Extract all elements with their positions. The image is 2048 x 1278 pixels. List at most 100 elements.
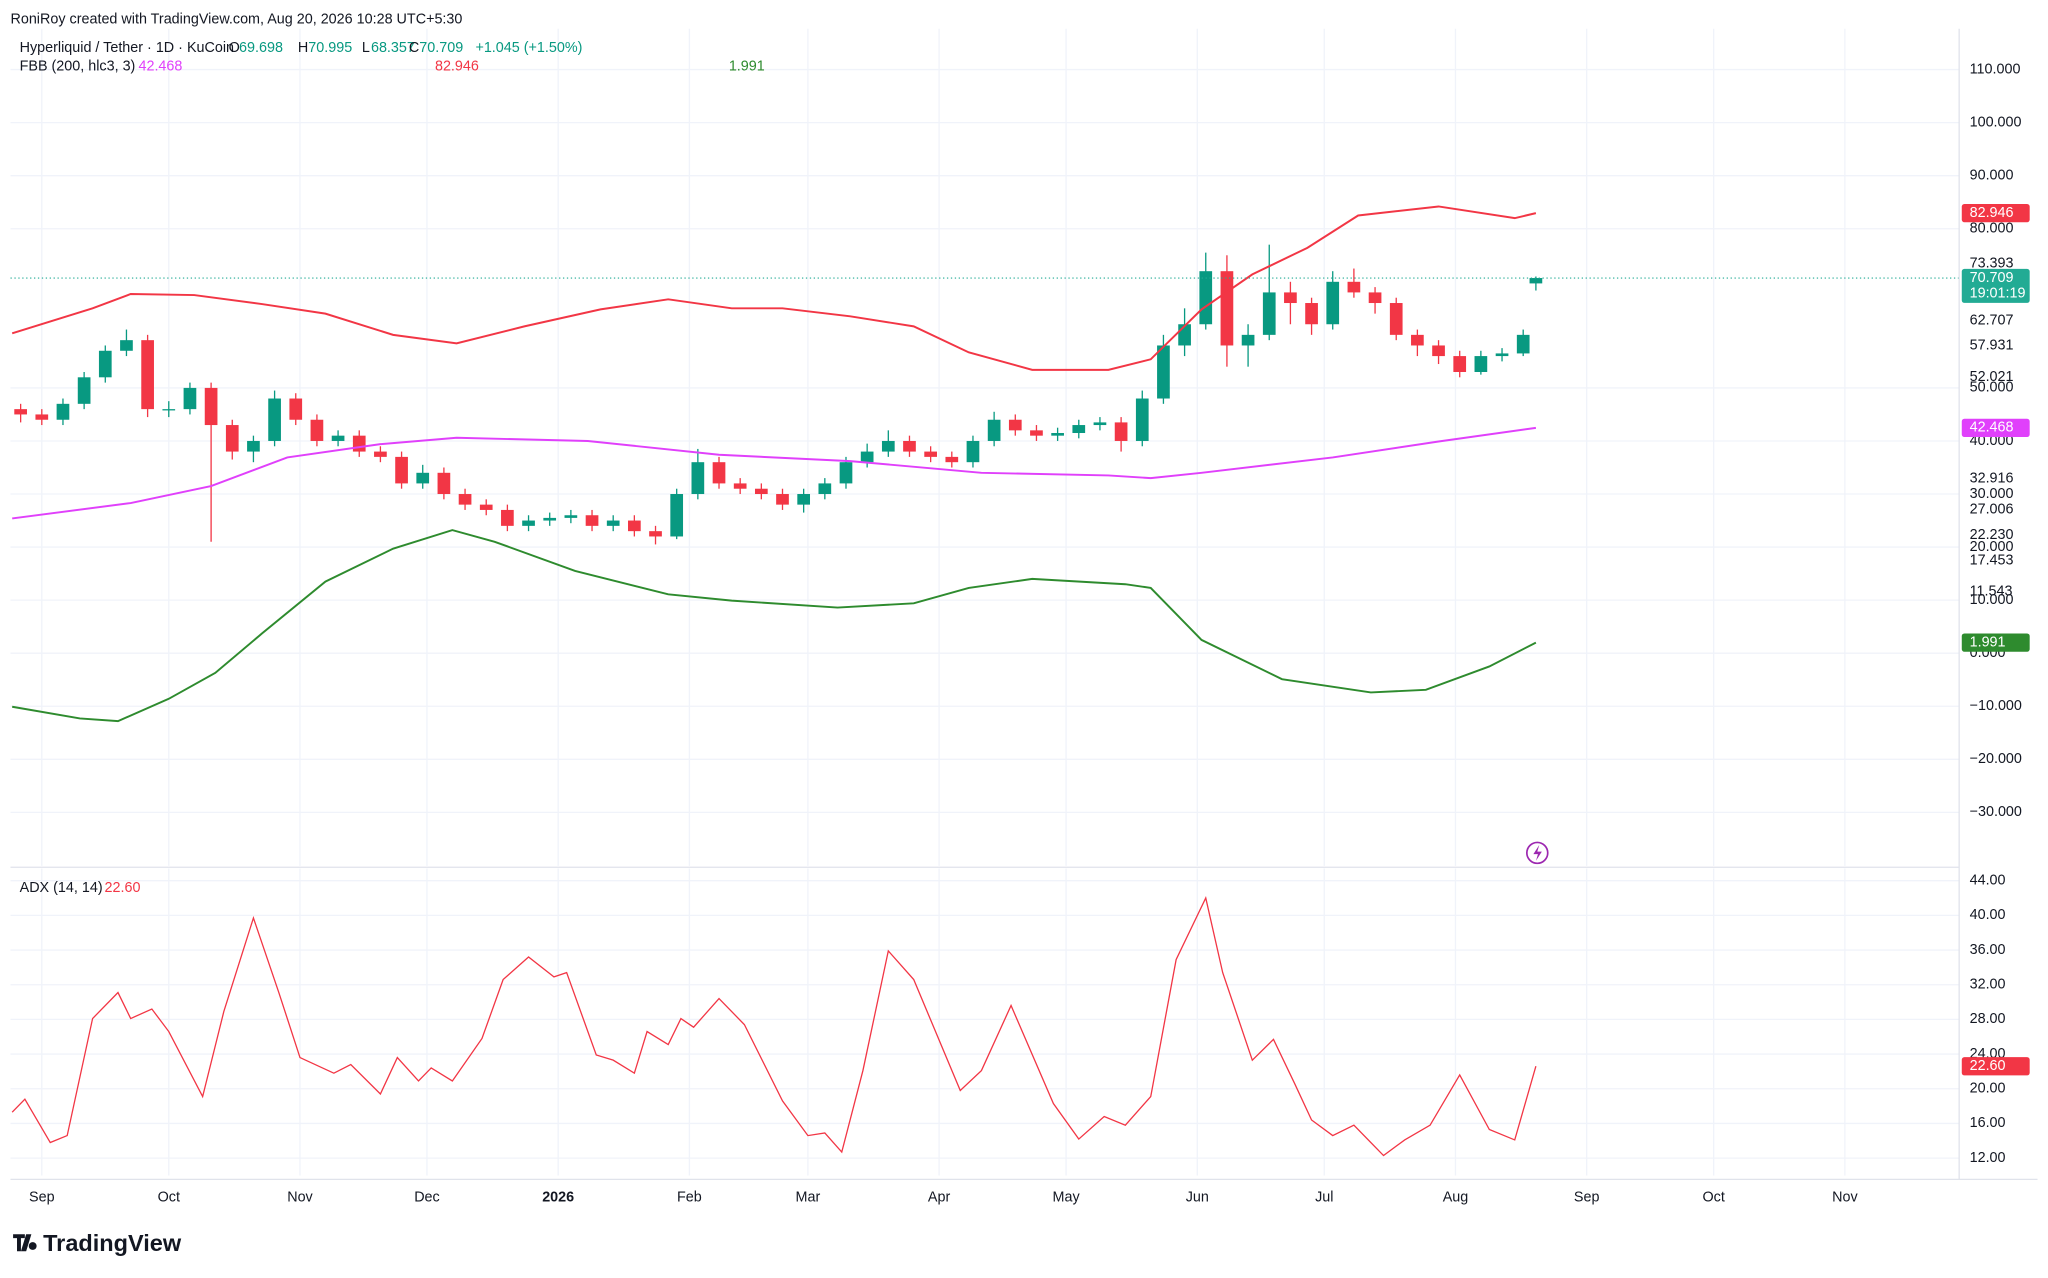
candle-body [670, 494, 684, 537]
candle-body [776, 494, 789, 505]
candle-body [1199, 271, 1213, 325]
candle-body [1326, 281, 1340, 325]
candle-body [649, 531, 662, 537]
price-level-label: 73.393 [1970, 256, 2014, 272]
price-level-label: 11.543 [1970, 584, 2013, 600]
y-tick-label: 100.000 [1970, 114, 2022, 130]
x-tick-label: 2026 [542, 1189, 574, 1205]
y-tick-label: 80.000 [1970, 221, 2014, 237]
candle-body [352, 435, 366, 452]
change-value: +1.045 (+1.50%) [475, 40, 582, 56]
x-tick-label: Feb [677, 1189, 702, 1205]
adx-value: 22.60 [105, 880, 141, 896]
x-tick-label: Oct [158, 1189, 180, 1205]
candle-body [1495, 353, 1509, 357]
candle-body [458, 494, 472, 505]
price-level-label: 17.453 [1970, 552, 2014, 568]
candle-body [522, 520, 535, 526]
candle-body [966, 440, 980, 463]
candle-body [881, 440, 895, 452]
candle-body [77, 377, 91, 404]
y-tick-label: 44.00 [1970, 872, 2006, 888]
candle-body [839, 462, 853, 484]
candle-body [1262, 292, 1276, 335]
overlay-title: FBB (200, hlc3, 3) [20, 58, 136, 74]
candle-body [903, 440, 916, 452]
x-tick-label: Aug [1443, 1189, 1469, 1205]
x-tick-label: Mar [796, 1189, 821, 1205]
y-tick-label: 32.00 [1970, 977, 2006, 993]
candle-body [1030, 430, 1043, 436]
ohlc-key: H [298, 40, 308, 56]
candle-body [162, 409, 176, 411]
candle-body [1093, 422, 1107, 426]
countdown-label: 19:01:19 [1970, 286, 2026, 302]
ohlc-key: L [362, 40, 370, 56]
price-badge-label: 1.991 [1970, 634, 2006, 650]
ohlc-key: C [409, 40, 419, 56]
candle-body [479, 504, 493, 510]
y-tick-label: 30.000 [1970, 486, 2014, 502]
plot-layer [10, 205, 1960, 1157]
candle-body [331, 435, 345, 441]
y-tick-label: −30.000 [1970, 804, 2022, 820]
candle-body [860, 451, 874, 463]
price-level-label: 57.931 [1970, 338, 2014, 354]
candle-body [754, 488, 768, 495]
candle-body [56, 403, 70, 420]
candle-body [1284, 292, 1297, 304]
candle-body [543, 517, 557, 521]
band-line [12, 426, 1537, 520]
adx-title: ADX (14, 14) [20, 880, 103, 896]
candle-body [501, 509, 514, 526]
candle-body [1529, 278, 1543, 284]
candle-body [606, 520, 620, 526]
band-line [12, 529, 1537, 723]
price-badge [1961, 418, 2030, 438]
brand-logo: TradingView [13, 1230, 182, 1256]
grid-layer [10, 28, 1960, 1176]
y-tick-label: 20.00 [1970, 1081, 2006, 1097]
price-badge-label: 82.946 [1970, 205, 2014, 221]
y-tick-label: 16.00 [1970, 1115, 2006, 1131]
y-tick-label: −10.000 [1970, 698, 2022, 714]
x-tick-label: Nov [1832, 1189, 1858, 1205]
y-tick-label: 28.00 [1970, 1011, 2006, 1027]
candle-body [1072, 425, 1086, 434]
candle-body [1516, 334, 1530, 354]
candle-body [35, 414, 49, 420]
x-tick-label: Sep [29, 1189, 55, 1205]
alert-icon[interactable] [1525, 841, 1549, 865]
price-level-label: 27.006 [1970, 502, 2014, 518]
candle-body [585, 515, 599, 526]
adx-legend: ADX (14, 14) 22.60 [20, 880, 141, 896]
candle-body [1051, 433, 1064, 436]
candle-body [1474, 356, 1488, 372]
candle-body [374, 451, 387, 457]
candle-body [1305, 303, 1318, 325]
brand-name: TradingView [43, 1230, 182, 1256]
candle-body [395, 456, 408, 484]
axis-layer: Sep Oct Nov Dec 2026 Feb Mar Apr May Jun Jul Aug Sep… [29, 61, 2030, 1205]
price-badge [1961, 203, 2030, 223]
candle-body [1220, 271, 1234, 346]
overlay-value: 82.946 [435, 58, 479, 74]
y-tick-label: 90.000 [1970, 167, 2014, 183]
price-badge [1961, 633, 2030, 652]
candle-body [225, 425, 239, 452]
ohlc-value: 69.698 [239, 40, 283, 56]
candle-body [416, 472, 430, 484]
x-tick-label: Oct [1702, 1189, 1724, 1205]
candle-body [1178, 324, 1191, 346]
ohlc-value: 68.357 [371, 40, 415, 56]
price-level-label: 52.021 [1970, 369, 2014, 385]
candle-body [797, 494, 811, 505]
candle-body [183, 387, 197, 410]
x-tick-label: Nov [287, 1189, 313, 1205]
candle-body [98, 350, 112, 378]
candle-body [712, 462, 726, 484]
candle-body [945, 456, 959, 463]
candle-body [691, 462, 705, 495]
